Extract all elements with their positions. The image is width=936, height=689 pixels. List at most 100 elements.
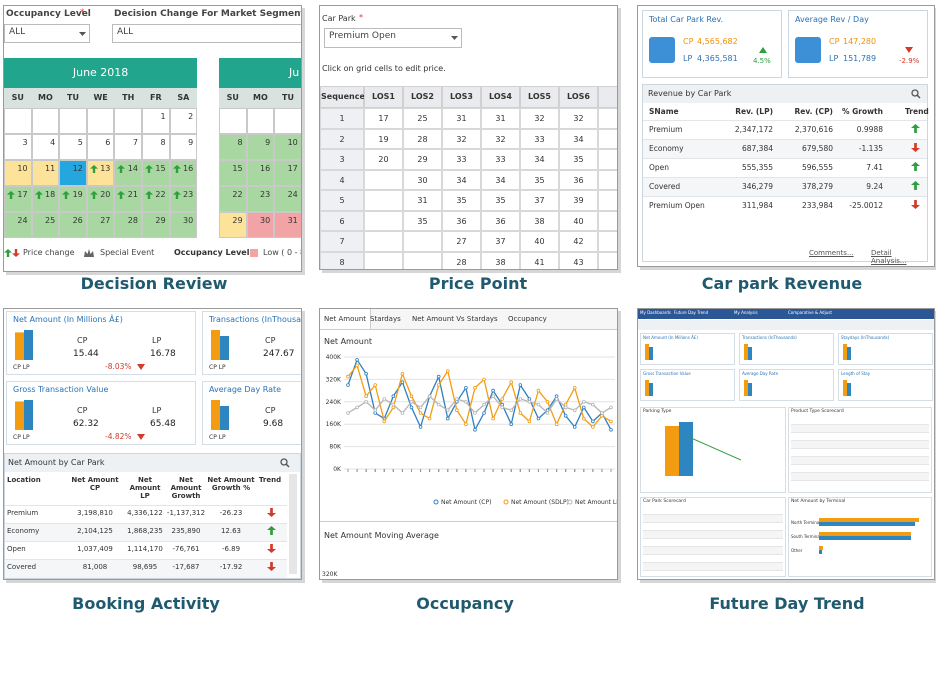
arrow-up: [89, 165, 98, 173]
day-number: 16: [260, 164, 271, 173]
mini-bars: [15, 400, 33, 430]
mini-bar: [847, 347, 851, 360]
nav-item[interactable]: My Analysis: [734, 310, 758, 315]
price-cell: [364, 169, 403, 190]
y-tick-label: 320K: [322, 571, 338, 578]
cell: -25.0012: [849, 201, 883, 210]
day-number: 14: [127, 164, 138, 173]
point: [591, 419, 595, 424]
kpi-title: Average Day Rate: [742, 371, 779, 376]
day-number: 28: [127, 216, 138, 225]
price-cell: 35: [481, 190, 520, 211]
col-header: [598, 86, 617, 108]
tab[interactable]: Stardays: [370, 315, 401, 323]
arrow-up: [911, 162, 920, 171]
tab[interactable]: Net Amount: [320, 309, 372, 329]
price-cell: 25: [403, 108, 442, 129]
day-cell: [274, 108, 301, 134]
arrow-up: [4, 249, 12, 257]
day-number: 17: [17, 190, 28, 199]
select-box: ALL: [4, 24, 90, 43]
day-cell: 29: [219, 212, 247, 238]
footer-link[interactable]: Comments...: [809, 249, 854, 257]
price-cell: 40: [559, 210, 598, 231]
day-number: 13: [100, 164, 111, 173]
row-bg: [5, 541, 287, 560]
trend-arrow: [117, 191, 126, 199]
day-number: 1: [160, 112, 166, 121]
point: [445, 416, 450, 421]
kpi-title: Transactions (InThousands: [209, 315, 302, 324]
tab[interactable]: Occupancy: [508, 315, 547, 323]
price-cell: 43: [559, 251, 598, 269]
kpi-title: Average Day Rate: [209, 385, 282, 394]
trend-arrow: [62, 191, 71, 199]
kpi-value: 151,789: [843, 54, 877, 63]
price-cell: [598, 108, 617, 129]
footer-link[interactable]: Detail Analysis...: [871, 249, 907, 265]
mini-bar: [744, 344, 748, 360]
day-cell: 19: [59, 186, 87, 212]
table-row: [791, 417, 929, 425]
trend-arrow: [911, 181, 920, 190]
table-row: [643, 507, 783, 515]
kpi-card: Total Car Park Rev. CP 4,565,682 LP 4,365,58…: [642, 10, 782, 78]
sub-title: Product Type Scorecard: [791, 409, 844, 414]
weekday: WE: [86, 88, 115, 108]
bar-label: South Terminal: [791, 534, 821, 539]
y-tick-label: 160K: [326, 421, 342, 428]
bar: [665, 426, 679, 476]
nav-item[interactable]: Future Day Trend: [674, 310, 709, 315]
arrow-down: [267, 562, 276, 571]
day-cell: 13: [86, 160, 115, 186]
day-cell: 3: [4, 134, 32, 160]
day-cell: 8: [219, 134, 247, 160]
day-cell: 14: [114, 160, 142, 186]
trend-arrow: [911, 143, 920, 152]
point: [536, 388, 541, 393]
nav-item[interactable]: Comparative & Adjust: [788, 310, 832, 315]
sub-panel: Parking Type: [640, 407, 786, 493]
bar-lp: [24, 330, 33, 360]
required-mark: *: [359, 13, 363, 22]
arrow-up: [145, 191, 153, 199]
day-number: 29: [155, 216, 166, 225]
price-cell: 35: [403, 210, 442, 231]
price-cell: 34: [559, 128, 598, 149]
bar: [679, 422, 693, 476]
bar-label: North Terminal: [791, 520, 821, 525]
mini-bar: [645, 344, 649, 360]
select-box: Premium Open: [324, 28, 462, 48]
price-cell: 33: [520, 128, 559, 149]
price-cell: [403, 251, 442, 269]
nav-item[interactable]: My Dashboards: [640, 310, 671, 315]
col-header: Net Amount CP: [71, 476, 119, 492]
kpi-card: Transactions (InThousands): [739, 333, 834, 365]
select-value: Premium Open: [329, 31, 396, 41]
point: [572, 425, 577, 429]
bar: [819, 522, 915, 526]
kpi-card: Transactions (InThousands CP LP CP 247.67: [202, 311, 302, 375]
point: [609, 428, 613, 432]
day-cell: [219, 108, 247, 134]
cell: 0.9988: [856, 125, 883, 134]
y-tick-label: 320K: [326, 376, 342, 383]
table-row: [643, 515, 783, 523]
cell: -17.92: [219, 563, 243, 571]
table-row: [643, 547, 783, 555]
price-point-shot: Car Park * Premium Open Click on grid cells…: [319, 5, 618, 270]
caption: Price Point: [428, 274, 528, 293]
price-cell: [403, 231, 442, 252]
day-cell: 6: [86, 134, 115, 160]
bar: [819, 546, 823, 550]
tab[interactable]: Net Amount Vs Stardays: [412, 315, 498, 323]
price-cell: [364, 210, 403, 231]
cell: 1,114,170: [127, 545, 163, 553]
price-cell: 32: [520, 108, 559, 129]
col-header: Trend: [905, 107, 929, 116]
day-number: 12: [72, 164, 83, 173]
price-cell: 35: [520, 169, 559, 190]
arrow-up: [117, 165, 126, 173]
kpi-title: Gross Transaction Value: [643, 371, 691, 376]
handle: [916, 94, 921, 99]
